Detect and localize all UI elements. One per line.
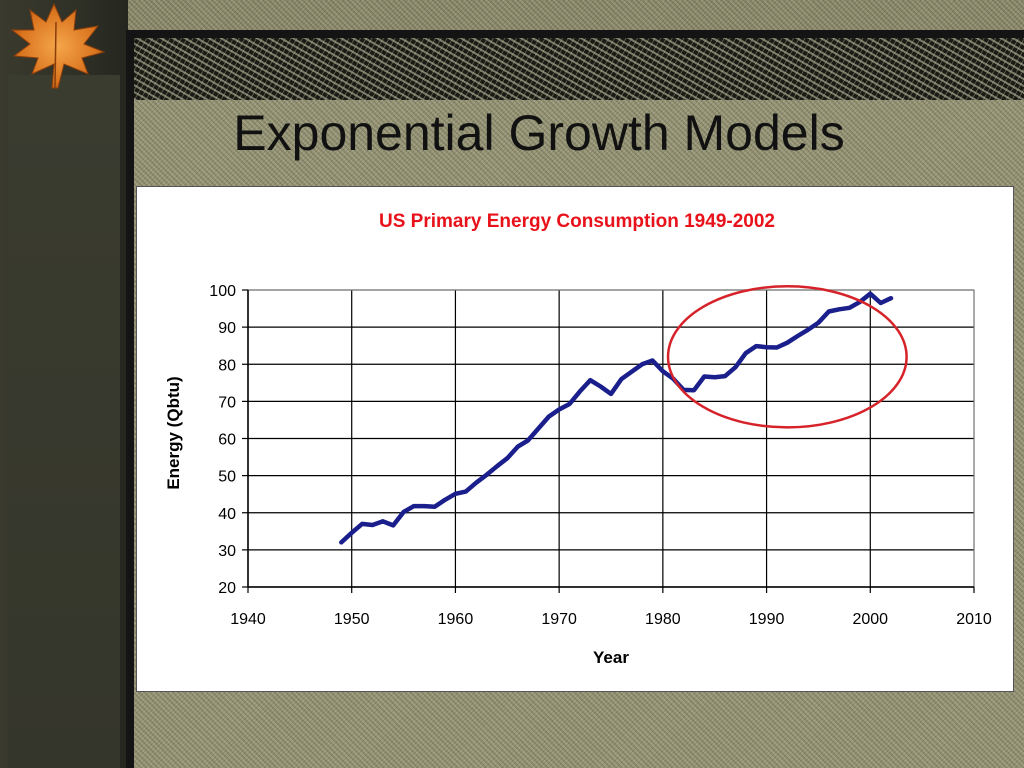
data-point — [723, 374, 727, 378]
left-inner-strip — [8, 75, 120, 768]
x-tick-label: 1950 — [334, 611, 370, 628]
data-point — [630, 370, 634, 374]
data-point — [495, 464, 499, 468]
data-point — [785, 341, 789, 345]
chart-container: US Primary Energy Consumption 1949-2002 … — [136, 186, 1014, 692]
y-tick-label: 30 — [218, 543, 236, 560]
chart-grid — [247, 289, 975, 588]
series-line-energy — [339, 291, 894, 545]
data-point — [702, 375, 706, 379]
autumn-leaf-icon — [10, 2, 106, 89]
data-point — [412, 504, 416, 508]
data-point — [837, 307, 841, 311]
data-point — [692, 388, 696, 392]
data-point — [868, 292, 872, 296]
x-tick-label: 1940 — [230, 611, 266, 628]
y-tick-label: 40 — [218, 506, 236, 523]
data-point — [547, 415, 551, 419]
data-point — [339, 540, 343, 544]
highlight-circle — [666, 285, 908, 429]
chart-title: US Primary Energy Consumption 1949-2002 — [379, 211, 775, 232]
y-tick-label: 20 — [218, 580, 236, 597]
data-point — [370, 523, 374, 527]
data-point — [796, 334, 800, 338]
data-point — [557, 408, 561, 412]
data-point — [526, 438, 530, 442]
data-point — [464, 490, 468, 494]
data-point — [568, 402, 572, 406]
y-tick-label: 50 — [218, 469, 236, 486]
data-point — [433, 505, 437, 509]
slide-title: Exponential Growth Models — [233, 105, 845, 161]
textured-header-band — [134, 38, 1024, 100]
data-point — [775, 346, 779, 350]
data-point — [733, 365, 737, 369]
data-point — [443, 498, 447, 502]
y-tick-label: 60 — [218, 432, 236, 449]
x-tick-label: 1960 — [438, 611, 474, 628]
data-point — [578, 389, 582, 393]
y-tick-label: 90 — [218, 320, 236, 337]
data-point — [640, 362, 644, 366]
x-axis-label: Year — [593, 648, 629, 667]
data-point — [661, 369, 665, 373]
data-point — [599, 385, 603, 389]
y-axis-ticks: 20 30 40 50 60 70 80 90 100 — [209, 283, 248, 597]
data-point — [744, 351, 748, 355]
data-point — [754, 344, 758, 348]
data-point — [422, 504, 426, 508]
x-axis-ticks: 1940 1950 1960 1970 1980 1990 2000 2010 — [230, 587, 992, 628]
energy-line-chart: US Primary Energy Consumption 1949-2002 … — [164, 211, 992, 667]
data-point — [485, 473, 489, 477]
data-point — [350, 531, 354, 535]
y-tick-label: 80 — [218, 357, 236, 374]
x-tick-label: 2000 — [852, 611, 888, 628]
data-point — [848, 306, 852, 310]
data-point — [806, 328, 810, 332]
data-point — [816, 321, 820, 325]
x-tick-label: 2010 — [956, 611, 992, 628]
x-tick-label: 1990 — [749, 611, 785, 628]
data-point — [765, 345, 769, 349]
data-point — [713, 375, 717, 379]
y-tick-label: 70 — [218, 394, 236, 411]
y-axis-label: Energy (Qbtu) — [164, 376, 183, 489]
data-point — [402, 510, 406, 514]
data-point — [516, 445, 520, 449]
data-point — [879, 301, 883, 305]
data-point — [381, 519, 385, 523]
y-tick-label: 100 — [209, 283, 236, 300]
data-point — [827, 310, 831, 314]
data-point — [588, 378, 592, 382]
x-tick-label: 1980 — [645, 611, 681, 628]
x-tick-label: 1970 — [541, 611, 577, 628]
data-point — [889, 296, 893, 300]
data-point — [505, 456, 509, 460]
data-point — [453, 492, 457, 496]
data-point — [650, 359, 654, 363]
data-point — [474, 481, 478, 485]
data-point — [536, 426, 540, 430]
data-point — [391, 523, 395, 527]
data-point — [360, 522, 364, 526]
data-point — [609, 392, 613, 396]
data-point — [619, 377, 623, 381]
